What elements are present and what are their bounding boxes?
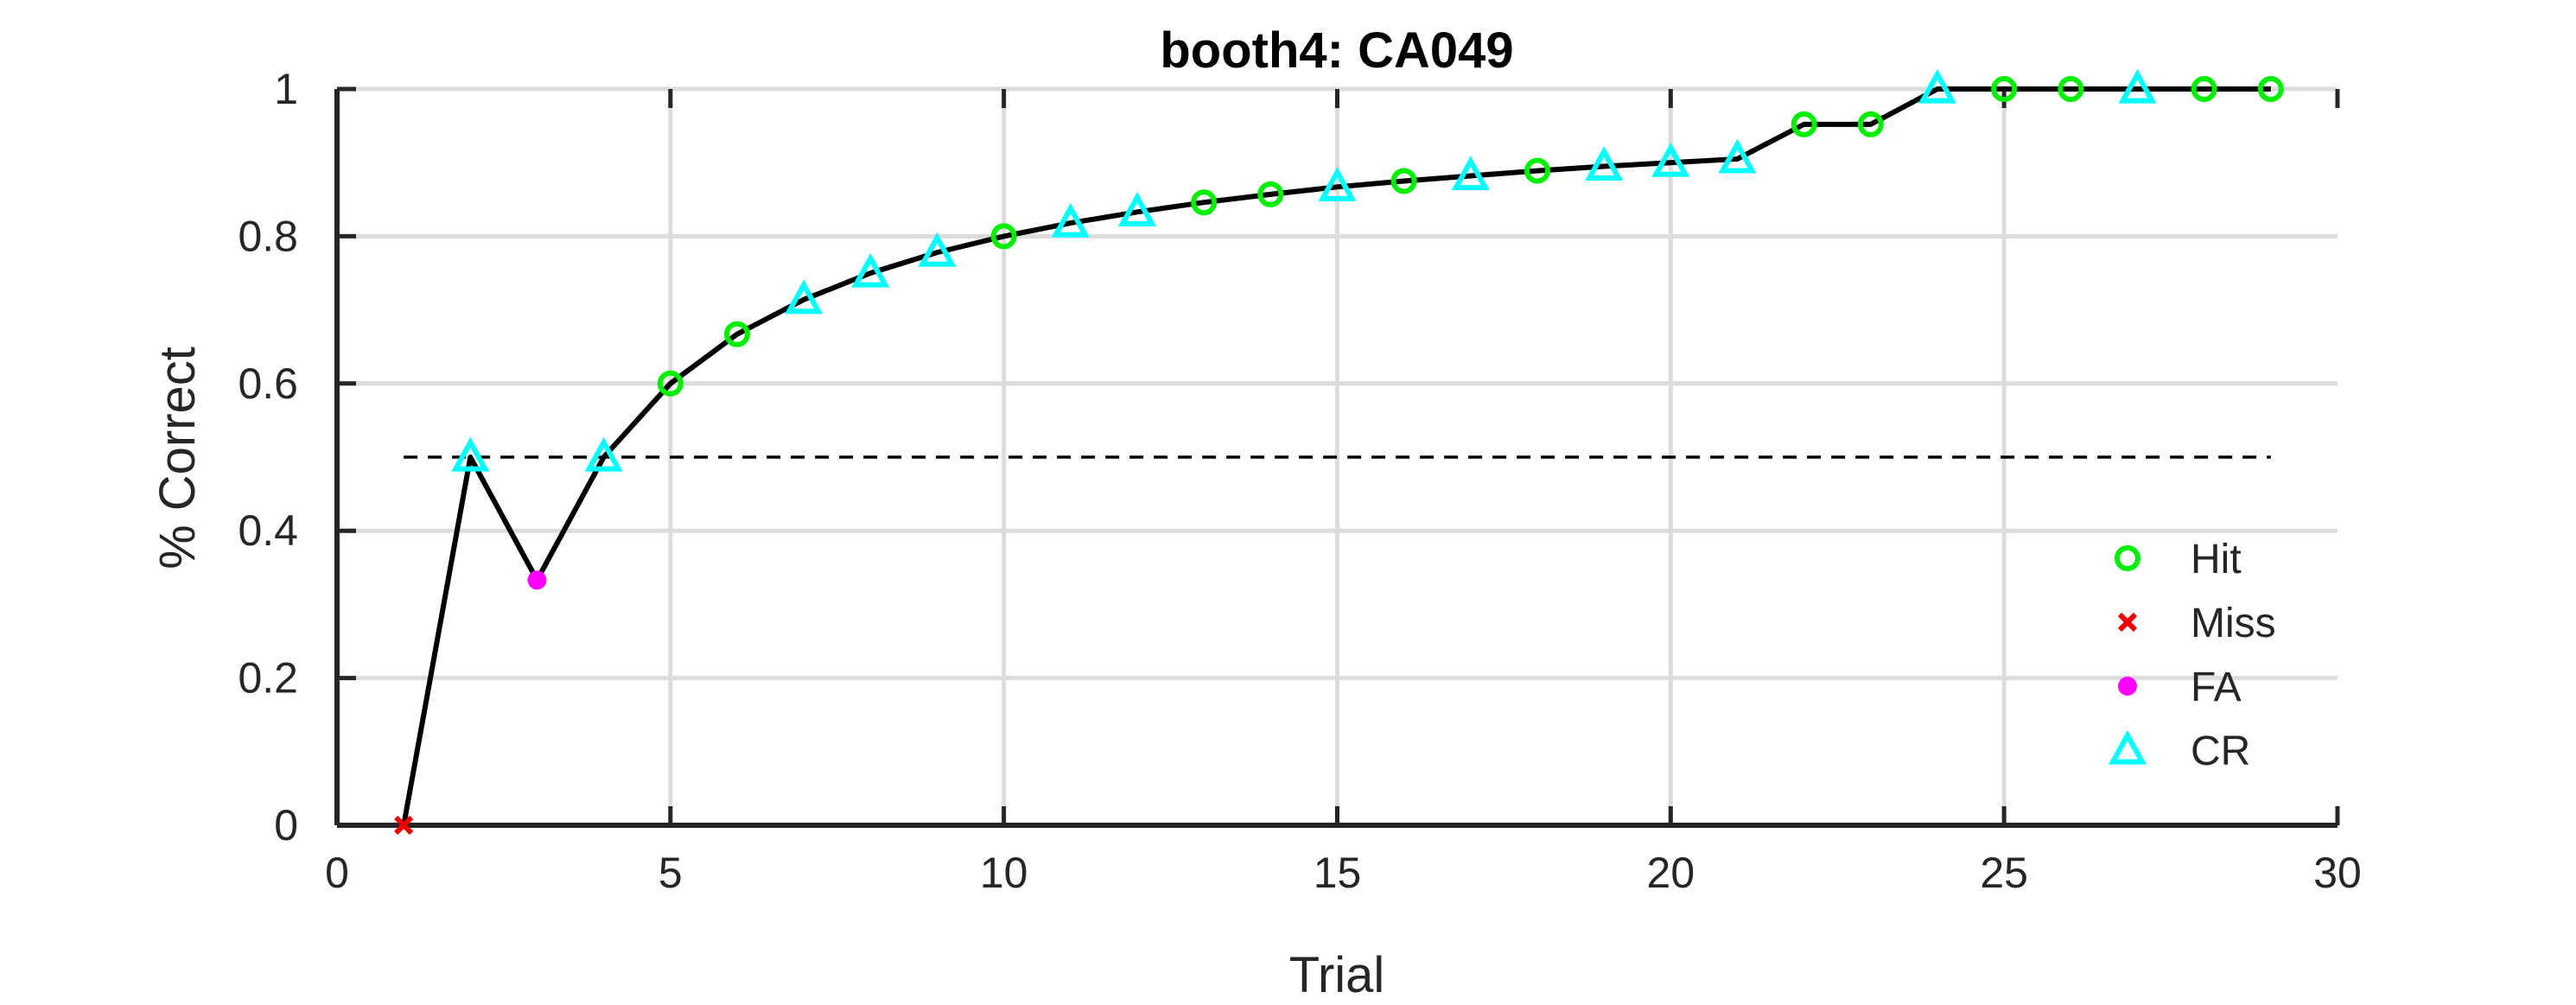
miss-stroke — [2117, 612, 2138, 633]
legend-item-hit: Hit — [2115, 537, 2242, 582]
marker-hit — [2058, 76, 2084, 102]
legend-marker-miss — [2117, 612, 2138, 633]
marker-cr — [918, 232, 957, 267]
marker-cr — [584, 436, 623, 472]
performance-line-group — [401, 86, 2271, 826]
axes — [334, 86, 2340, 828]
marker-cr — [1051, 202, 1090, 238]
legend-marker-hit — [2115, 545, 2140, 571]
legend-label: CR — [2191, 728, 2250, 774]
x-tick-label: 10 — [980, 849, 1028, 897]
marker-hit — [1524, 157, 1550, 184]
marker-hit — [1991, 76, 2018, 102]
legend-label: Hit — [2191, 537, 2242, 582]
marker-hit — [657, 370, 684, 397]
marker-hit — [1790, 111, 1817, 137]
marker-cr — [1117, 192, 1157, 226]
marker-cr — [1451, 156, 1490, 191]
marker-hit — [990, 223, 1017, 250]
marker-cr — [1585, 146, 1624, 181]
y-axis-label: % Correct — [149, 347, 206, 569]
legend-label: FA — [2191, 665, 2242, 710]
y-tick-label: 1 — [274, 65, 298, 113]
x-tick-label: 15 — [1313, 849, 1362, 897]
performance-line — [401, 86, 2271, 826]
marker-cr — [2118, 68, 2157, 104]
legend: Hit Miss FA CR — [2108, 537, 2276, 774]
legend-marker-cr — [2108, 729, 2147, 765]
legend-label: Miss — [2191, 601, 2276, 646]
legend-item-fa: FA — [2118, 665, 2242, 710]
legend-item-miss: Miss — [2117, 601, 2276, 646]
marker-miss — [394, 815, 414, 836]
x-tick-label: 20 — [1647, 849, 1695, 897]
x-tick-label: 25 — [1980, 849, 2028, 897]
legend-item-cr: CR — [2108, 728, 2250, 774]
x-tick-label: 30 — [2313, 849, 2362, 897]
marker-hit — [1857, 111, 1884, 137]
marker-cr — [785, 279, 824, 315]
y-tick-label: 0.8 — [238, 212, 298, 260]
marker-fa — [527, 570, 547, 590]
marker-hit — [2191, 76, 2217, 102]
y-tick-label: 0.4 — [238, 506, 298, 555]
y-tick-label: 0.6 — [238, 359, 298, 408]
x-tick-label: 0 — [325, 849, 349, 897]
tick-labels: 0 5 10 15 20 25 30 0 0.2 0.4 0.6 0.8 1 — [238, 65, 2361, 897]
marker-hit — [2257, 76, 2284, 102]
legend-marker-fa — [2118, 677, 2137, 696]
marker-hit — [724, 321, 750, 347]
x-tick-label: 5 — [658, 849, 683, 897]
marker-hit — [1191, 189, 1218, 216]
y-tick-label: 0.2 — [238, 654, 298, 703]
marker-cr — [451, 436, 490, 472]
x-axis-label: Trial — [1289, 947, 1385, 1003]
marker-cr — [1918, 68, 1957, 104]
marker-cr — [1318, 167, 1357, 201]
marker-hit — [1257, 181, 1284, 207]
markers — [394, 68, 2284, 836]
marker-cr — [851, 252, 890, 288]
miss-stroke — [394, 815, 414, 836]
y-tick-label: 0 — [274, 801, 298, 849]
marker-hit — [1390, 168, 1417, 194]
marker-cr — [1718, 138, 1757, 174]
marker-cr — [1651, 143, 1690, 177]
chart-title: booth4: CA049 — [1160, 22, 1513, 79]
